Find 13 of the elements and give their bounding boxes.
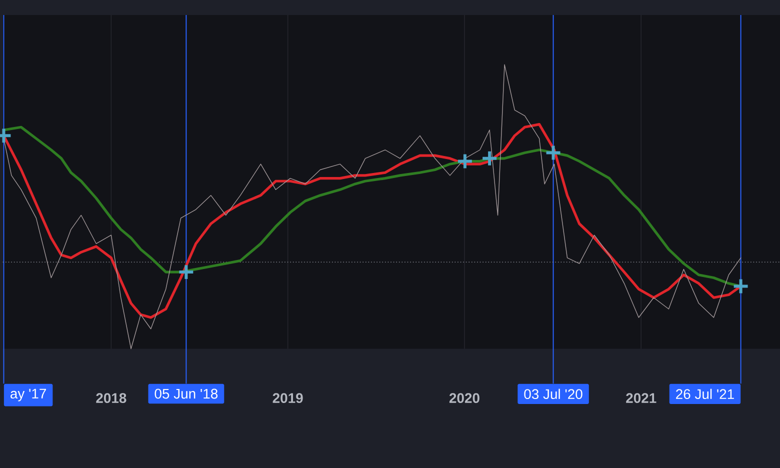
point	[481, 150, 498, 167]
point	[732, 278, 750, 295]
ref-line-label: 03 Jul '20	[524, 388, 582, 399]
point	[544, 144, 562, 162]
point	[456, 152, 474, 170]
ref-line-label: 05 Jun '18	[154, 388, 218, 399]
x-tick-label: 2020	[449, 392, 480, 403]
point	[178, 263, 195, 280]
x-tick-label: 2018	[96, 392, 126, 403]
x-tick-label: 2019	[272, 392, 303, 403]
x-tick-label: 2021	[626, 392, 656, 403]
ref-line-label: 26 Jul '21	[676, 388, 734, 399]
ref-line-label: ay '17	[10, 388, 46, 402]
